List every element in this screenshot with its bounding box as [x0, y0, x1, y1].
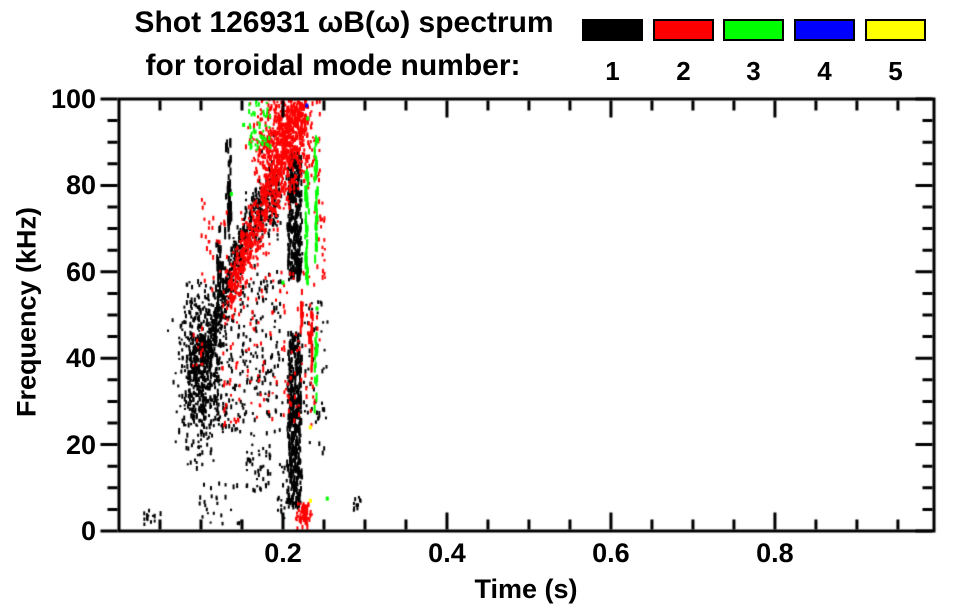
figure-title-line2: for toroidal mode number:	[145, 49, 521, 82]
x-tick-label: 0.6	[592, 538, 630, 568]
y-tick-label: 100	[50, 84, 96, 114]
mode-5-color-swatch	[865, 19, 926, 41]
x-tick-label: 0.8	[756, 538, 794, 568]
y-tick-label: 40	[65, 343, 96, 374]
mode-2-label: 2	[676, 56, 691, 86]
mode-3-color-swatch	[723, 19, 784, 41]
mode-4-label: 4	[817, 56, 832, 86]
legend-item-mode-1: 1	[582, 19, 643, 84]
y-tick-label: 0	[80, 516, 96, 546]
x-tick-label: 0.4	[428, 538, 466, 568]
mode-2-color-swatch	[653, 19, 714, 41]
figure-title-line1: Shot 126931 ωB(ω) spectrum	[134, 6, 554, 39]
legend-item-mode-2: 2	[653, 19, 714, 84]
legend-item-mode-5: 5	[865, 19, 926, 84]
legend-item-mode-4: 4	[794, 19, 855, 84]
mode-1-label: 1	[605, 56, 620, 86]
mode-3-label: 3	[746, 56, 761, 86]
y-tick-label: 60	[65, 256, 96, 287]
y-tick-label: 20	[65, 429, 96, 460]
x-axis-title: Time (s)	[474, 574, 578, 604]
y-axis-title: Frequency (kHz)	[11, 206, 42, 418]
mode-5-label: 5	[888, 56, 903, 86]
mode-4-color-swatch	[794, 19, 855, 41]
x-tick-label: 0.2	[264, 538, 302, 568]
y-tick-label: 80	[65, 170, 96, 201]
legend-item-mode-3: 3	[723, 19, 784, 84]
mode-1-color-swatch	[582, 19, 643, 41]
